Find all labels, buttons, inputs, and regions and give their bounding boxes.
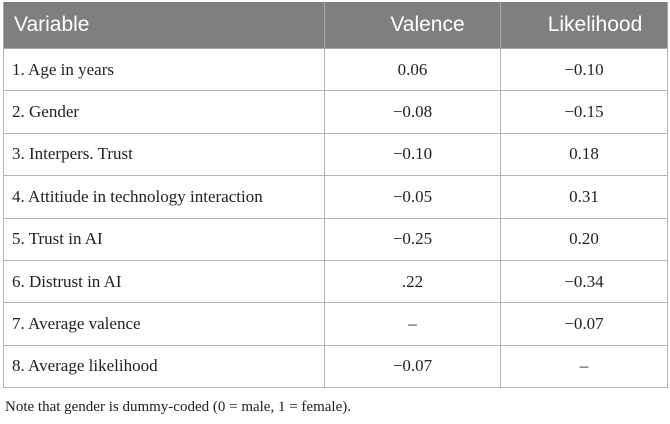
cell-variable: 1. Age in years (3, 47, 325, 92)
cell-likelihood: 0.31 (500, 175, 668, 219)
cell-variable: 3. Interpers. Trust (3, 132, 325, 177)
table-row: 3. Interpers. Trust −0.10 0.18 (3, 132, 668, 177)
cell-valence: −0.05 (324, 175, 501, 219)
cell-valence: −0.25 (324, 217, 501, 261)
table-header: Variable Valence Likelihood (3, 2, 668, 49)
cell-valence: −0.07 (324, 344, 501, 389)
cell-likelihood: 0.18 (500, 132, 668, 177)
cell-variable: 7. Average valence (3, 302, 325, 346)
cell-likelihood: – (500, 344, 668, 389)
cell-valence: .22 (324, 259, 501, 304)
cell-variable: 2. Gender (3, 90, 325, 134)
header-valence: Valence (324, 2, 501, 49)
table-row: 5. Trust in AI −0.25 0.20 (3, 217, 668, 261)
table-row: 7. Average valence – −0.07 (3, 302, 668, 346)
table-row: 6. Distrust in AI .22 −0.34 (3, 259, 668, 304)
cell-likelihood: 0.20 (500, 217, 668, 261)
cell-variable: 6. Distrust in AI (3, 259, 325, 304)
table-note: Note that gender is dummy-coded (0 = mal… (5, 399, 351, 415)
table-row: 1. Age in years 0.06 −0.10 (3, 47, 668, 92)
table-row: 8. Average likelihood −0.07 – (3, 344, 668, 389)
cell-valence: −0.10 (324, 132, 501, 177)
header-row: Variable Valence Likelihood (3, 2, 668, 49)
table-body: 1. Age in years 0.06 −0.10 2. Gender −0.… (3, 47, 668, 389)
cell-likelihood: −0.10 (500, 47, 668, 92)
cell-variable: 4. Attitiude in technology interaction (3, 175, 325, 219)
cell-likelihood: −0.34 (500, 259, 668, 304)
header-likelihood: Likelihood (500, 2, 668, 49)
correlation-table: Variable Valence Likelihood 1. Age in ye… (3, 2, 668, 389)
correlation-table-container: Variable Valence Likelihood 1. Age in ye… (3, 2, 668, 389)
cell-likelihood: −0.15 (500, 90, 668, 134)
cell-variable: 5. Trust in AI (3, 217, 325, 261)
cell-valence: – (324, 302, 501, 346)
cell-variable: 8. Average likelihood (3, 344, 325, 389)
header-variable: Variable (3, 2, 325, 49)
table-row: 2. Gender −0.08 −0.15 (3, 90, 668, 134)
cell-likelihood: −0.07 (500, 302, 668, 346)
table-row: 4. Attitiude in technology interaction −… (3, 175, 668, 219)
cell-valence: 0.06 (324, 47, 501, 92)
cell-valence: −0.08 (324, 90, 501, 134)
